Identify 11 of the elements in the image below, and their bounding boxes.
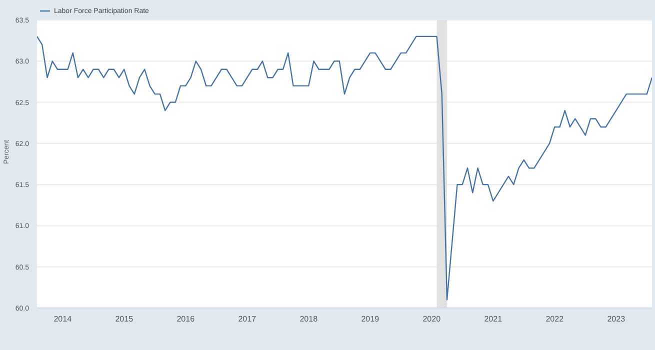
x-tick-label: 2021 [484, 314, 503, 324]
x-tick-label: 2014 [54, 314, 72, 324]
x-tick-label: 2018 [300, 314, 318, 324]
line-series [37, 36, 652, 300]
x-tick-label: 2017 [238, 314, 257, 324]
x-tick-label: 2016 [176, 314, 196, 324]
x-tick-label: 2022 [546, 314, 564, 324]
x-tick-label: 2015 [115, 314, 134, 324]
x-tick-label: 2019 [361, 314, 380, 324]
x-tick-label: 2020 [422, 314, 442, 324]
x-tick-label: 2023 [607, 314, 626, 324]
